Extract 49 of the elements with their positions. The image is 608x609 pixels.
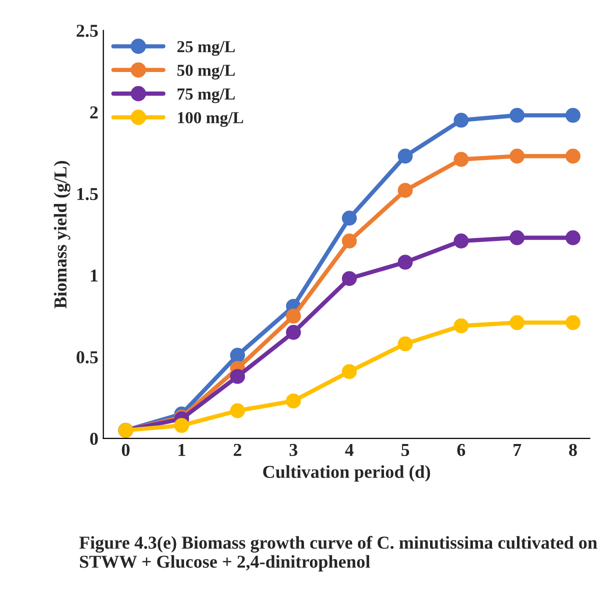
point bbox=[230, 403, 246, 418]
point bbox=[230, 348, 246, 363]
point bbox=[510, 108, 525, 123]
point bbox=[566, 148, 580, 164]
point bbox=[510, 315, 525, 330]
x-tick-label: 4 bbox=[345, 444, 354, 456]
point bbox=[398, 148, 413, 164]
point bbox=[454, 318, 469, 334]
point bbox=[510, 148, 525, 164]
point bbox=[342, 271, 357, 286]
x-tick-label: 3 bbox=[290, 444, 298, 456]
point bbox=[174, 418, 190, 433]
point bbox=[342, 364, 357, 380]
y-tick-label: 0 bbox=[90, 432, 98, 445]
point bbox=[286, 324, 301, 340]
x-tick-label: 0 bbox=[122, 444, 130, 456]
y-tick-label: 0.5 bbox=[76, 351, 98, 364]
y-tick-label: 1.5 bbox=[77, 188, 98, 200]
point bbox=[286, 308, 301, 324]
point bbox=[566, 230, 580, 246]
x-tick-label: 2 bbox=[234, 444, 242, 456]
x-tick-label: 8 bbox=[569, 444, 577, 456]
point bbox=[566, 108, 580, 123]
y-tick-label: 1 bbox=[90, 270, 98, 282]
legend-label: 50 mg/L bbox=[177, 64, 235, 80]
x-axis-title: Cultivation period (d) bbox=[263, 465, 430, 482]
point bbox=[398, 254, 413, 270]
point bbox=[398, 336, 413, 352]
point bbox=[510, 230, 525, 246]
point bbox=[286, 393, 301, 408]
point bbox=[566, 315, 580, 330]
point bbox=[230, 368, 246, 384]
x-tick-label: 7 bbox=[514, 444, 522, 456]
point bbox=[398, 182, 413, 198]
legend-label: 100 mg/L bbox=[178, 112, 244, 127]
point bbox=[454, 234, 469, 248]
y-tick-label: 2.5 bbox=[76, 24, 98, 37]
legend-label: 25 mg/L bbox=[177, 41, 235, 56]
y-tick-label: 2 bbox=[90, 106, 98, 118]
point bbox=[342, 234, 357, 248]
x-tick-label: 6 bbox=[457, 444, 466, 456]
caption: Figure 4.3(e) Biomass growth curve of C. minutissima cultivated on STWW + Glucose + 2,4-dinitrophenol bbox=[79, 536, 598, 572]
x-tick-label: 1 bbox=[178, 444, 186, 456]
y-axis-title: Biomass yield (g/L) bbox=[54, 161, 70, 308]
point bbox=[342, 210, 357, 226]
point bbox=[454, 152, 469, 167]
x-tick-label: 5 bbox=[401, 444, 410, 456]
point bbox=[454, 112, 469, 128]
legend-label: 75 mg/L bbox=[178, 88, 235, 104]
